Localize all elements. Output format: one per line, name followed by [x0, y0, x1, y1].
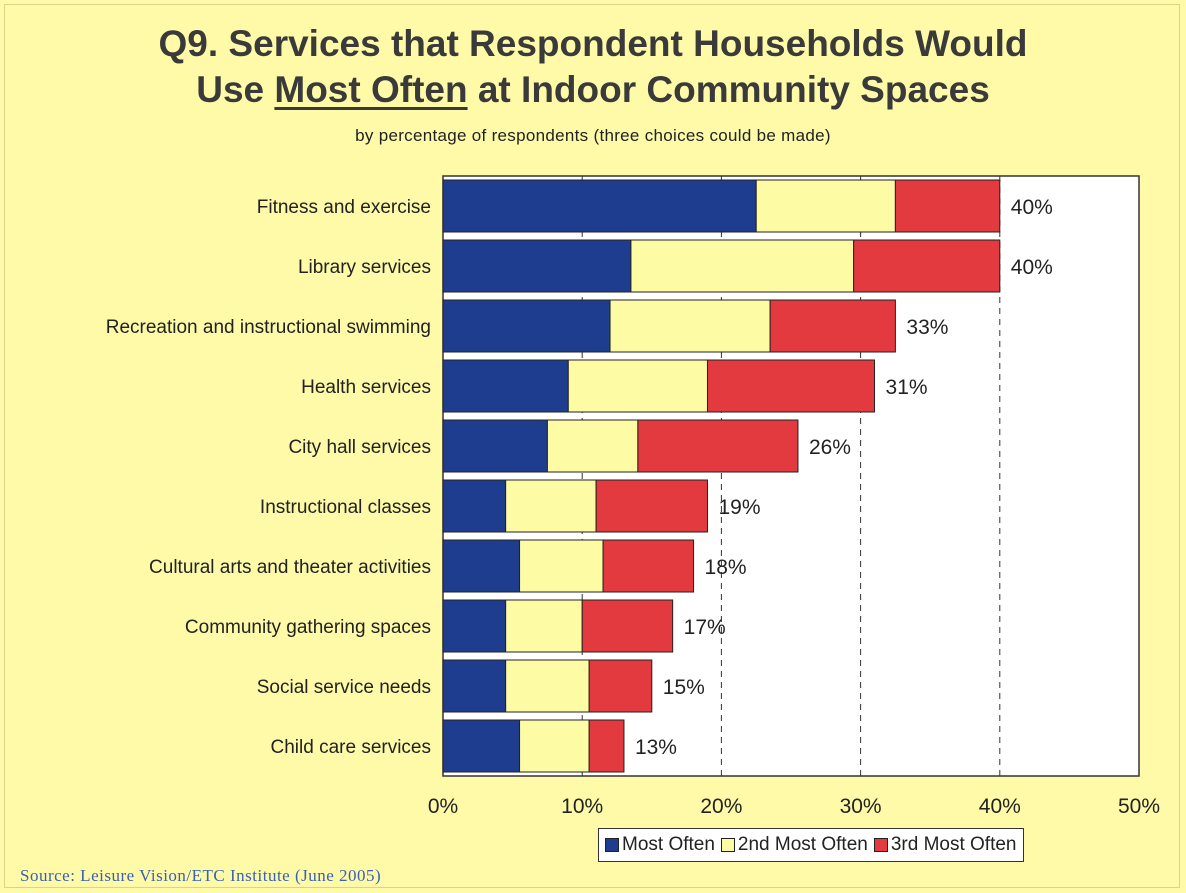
total-label-8: 17%: [684, 616, 726, 639]
category-label-9: Social service needs: [257, 677, 431, 698]
bar-1-row-2: [442, 239, 632, 293]
bar-3-row-1: [894, 179, 1001, 233]
bar-3-row-5: [637, 419, 799, 473]
legend-label-3: 3rd Most Often: [890, 834, 1017, 855]
legend-swatch-2: [720, 838, 735, 852]
bar-1-row-3: [442, 299, 611, 353]
chart-title-text-1: Q9. Services that Respondent Households …: [158, 23, 1028, 64]
bar-1-row-9: [442, 659, 507, 713]
source-note: Source: Leisure Vision/ETC Institute (Ju…: [20, 866, 382, 885]
category-label-7: Cultural arts and theater activities: [149, 557, 431, 578]
x-tick-label-40: 40%: [979, 795, 1021, 818]
chart-title-line-1: Q9. Services that Respondent Households …: [0, 22, 1186, 66]
chart-title-line-2: Use Most Often at Indoor Community Space…: [0, 68, 1186, 112]
bar-1-row-8: [442, 599, 507, 653]
page-frame: [4, 4, 1180, 888]
x-tick-label-30: 30%: [840, 795, 882, 818]
bar-1-row-7: [442, 539, 521, 593]
category-label-6: Instructional classes: [260, 497, 431, 518]
bar-2-row-4: [567, 359, 708, 413]
chart-legend: Most Often 2nd Most Often 3rd Most Often: [598, 828, 1024, 862]
category-label-1: Fitness and exercise: [257, 197, 431, 218]
total-label-1: 40%: [1011, 196, 1053, 219]
chart-title-prefix: Use: [196, 69, 275, 110]
category-label-3: Recreation and instructional swimming: [106, 317, 431, 338]
total-label-6: 19%: [718, 496, 760, 519]
bar-1-row-6: [442, 479, 507, 533]
bar-2-row-10: [519, 719, 590, 773]
x-tick-label-20: 20%: [700, 795, 742, 818]
bar-1-row-1: [442, 179, 757, 233]
bar-2-row-6: [505, 479, 597, 533]
bar-1-row-5: [442, 419, 548, 473]
chart-title-emphasis: Most Often: [274, 69, 468, 110]
legend-item-1: Most Often: [605, 834, 715, 856]
legend-swatch-3: [873, 838, 888, 852]
bar-2-row-2: [630, 239, 855, 293]
bar-2-row-5: [546, 419, 639, 473]
legend-label-2: 2nd Most Often: [737, 834, 868, 855]
bar-1-row-10: [442, 719, 521, 773]
bar-2-row-1: [755, 179, 896, 233]
x-tick-label-10: 10%: [561, 795, 603, 818]
bar-3-row-7: [602, 539, 695, 593]
chart-subtitle: by percentage of respondents (three choi…: [355, 126, 831, 145]
bar-2-row-8: [505, 599, 583, 653]
total-label-7: 18%: [705, 556, 747, 579]
bar-2-row-9: [505, 659, 590, 713]
bar-3-row-8: [581, 599, 674, 653]
legend-label-1: Most Often: [622, 834, 715, 855]
bar-2-row-7: [519, 539, 604, 593]
total-label-5: 26%: [809, 436, 851, 459]
category-label-10: Child care services: [271, 737, 432, 758]
bar-3-row-6: [595, 479, 708, 533]
bar-3-row-2: [853, 239, 1001, 293]
x-tick-label-50: 50%: [1118, 795, 1160, 818]
bar-1-row-4: [442, 359, 569, 413]
legend-swatch-1: [605, 838, 619, 852]
bar-3-row-9: [588, 659, 653, 713]
total-label-3: 33%: [906, 316, 948, 339]
bar-3-row-10: [588, 719, 625, 773]
legend-item-2: 2nd Most Often: [720, 834, 868, 856]
total-label-10: 13%: [635, 736, 677, 759]
legend-item-3: 3rd Most Often: [873, 834, 1017, 856]
bar-3-row-3: [769, 299, 896, 353]
bar-3-row-4: [706, 359, 876, 413]
category-label-5: City hall services: [288, 437, 431, 458]
chart-title-suffix: at Indoor Community Spaces: [467, 69, 990, 110]
total-label-9: 15%: [663, 676, 705, 699]
total-label-4: 31%: [886, 376, 928, 399]
category-label-2: Library services: [298, 257, 431, 278]
category-label-8: Community gathering spaces: [185, 617, 431, 638]
bar-2-row-3: [609, 299, 771, 353]
total-label-2: 40%: [1011, 256, 1053, 279]
x-tick-label-0: 0%: [428, 795, 458, 818]
category-label-4: Health services: [301, 377, 431, 398]
